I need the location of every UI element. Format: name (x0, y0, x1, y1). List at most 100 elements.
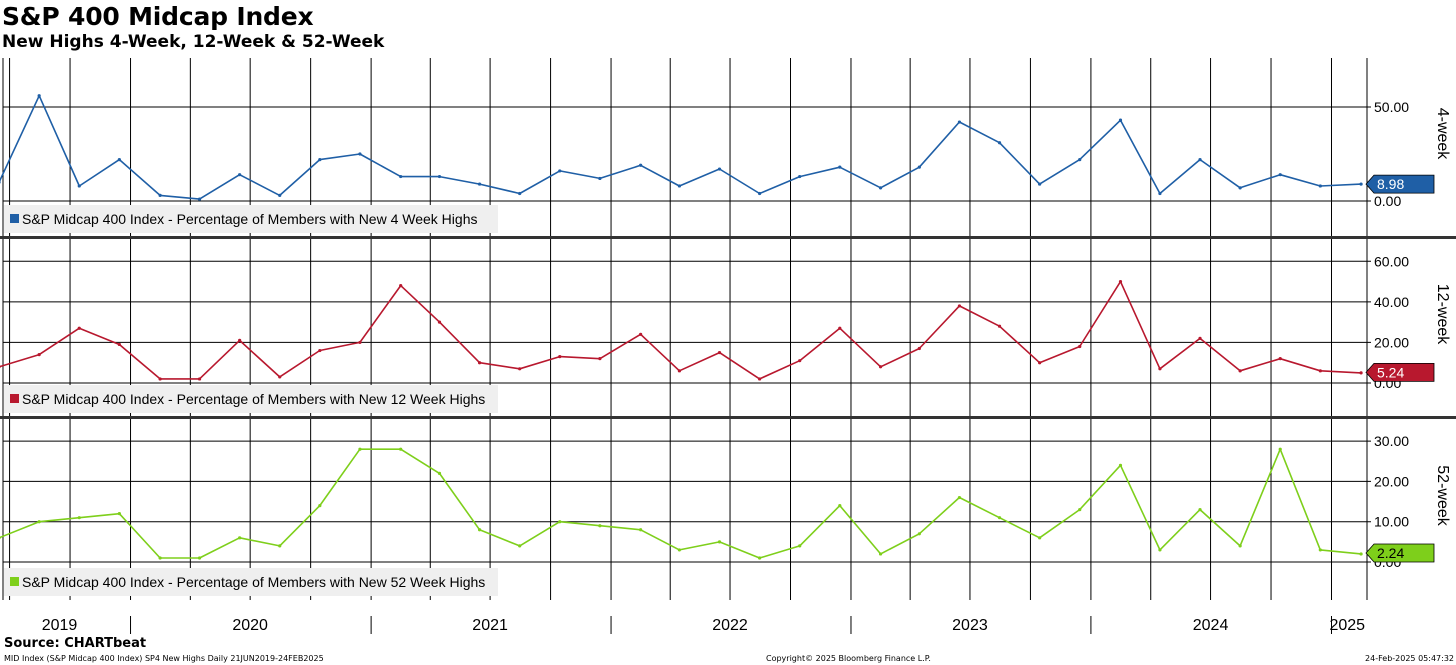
y-tick-label: 10.00 (1374, 514, 1409, 530)
data-point (1198, 336, 1202, 340)
data-point (197, 556, 202, 560)
data-point (838, 165, 842, 169)
panel-divider (0, 416, 1456, 419)
data-point (558, 355, 562, 359)
panel-divider (0, 236, 1456, 239)
data-point (639, 332, 643, 336)
data-point (37, 353, 41, 357)
data-point (758, 191, 762, 196)
data-point (477, 182, 482, 186)
data-point (798, 359, 802, 363)
last-value-label: 5.24 (1377, 364, 1404, 380)
data-point (437, 320, 442, 324)
legend-box (4, 205, 498, 233)
data-point (278, 193, 282, 197)
footer-description: MID Index (S&P Midcap 400 Index) SP4 New… (4, 654, 324, 663)
data-point (77, 326, 81, 330)
data-point (158, 556, 162, 560)
data-point (238, 536, 242, 540)
data-point (1359, 552, 1363, 556)
data-point (1158, 548, 1162, 552)
data-point (37, 94, 41, 98)
data-point (1118, 118, 1123, 122)
data-point (0, 365, 1, 369)
data-point (878, 552, 883, 556)
data-point (318, 158, 322, 162)
data-point (399, 284, 403, 288)
data-point (878, 186, 883, 190)
data-point (1158, 191, 1162, 196)
legend-box (4, 568, 498, 596)
data-point (437, 174, 442, 179)
data-point (278, 375, 282, 379)
data-point (0, 536, 1, 540)
data-point (1118, 279, 1123, 284)
x-year-label: 2019 (42, 617, 78, 634)
data-point (798, 174, 802, 179)
x-year-label: 2020 (232, 617, 268, 634)
data-point (197, 197, 202, 201)
data-point (518, 367, 522, 371)
legend-box (4, 385, 498, 413)
data-point (158, 377, 162, 381)
footer-timestamp: 24-Feb-2025 05:47:32 (1365, 654, 1454, 663)
series-line (0, 448, 1362, 559)
last-value-badge (1365, 174, 1435, 194)
x-year-label: 2022 (712, 617, 748, 634)
data-point (917, 165, 921, 169)
data-point (838, 326, 842, 330)
x-year-label: 2023 (952, 617, 988, 634)
data-point (1238, 544, 1242, 548)
x-year-label: 2021 (472, 617, 508, 634)
data-point (997, 324, 1002, 328)
data-point (798, 544, 802, 548)
data-point (717, 350, 722, 355)
data-point (917, 532, 921, 536)
x-year-label: 2025 (1329, 617, 1365, 634)
data-point (437, 471, 442, 475)
footer-copyright: Copyright© 2025 Bloomberg Finance L.P. (766, 654, 931, 663)
data-point (558, 169, 562, 173)
data-point (558, 520, 562, 524)
last-value-label: 2.24 (1377, 545, 1404, 561)
data-point (1198, 508, 1202, 512)
y-tick-label: 30.00 (1374, 433, 1409, 449)
legend-swatch (10, 214, 19, 223)
data-point (639, 163, 643, 167)
data-point (518, 191, 522, 196)
data-point (37, 520, 41, 524)
data-point (957, 495, 962, 500)
y-tick-label: 60.00 (1374, 253, 1409, 269)
legend-swatch (10, 394, 19, 403)
data-point (1238, 369, 1242, 373)
data-point (1118, 463, 1123, 467)
data-point (318, 504, 322, 508)
data-point (677, 369, 682, 373)
data-point (758, 556, 762, 560)
data-point (238, 173, 242, 177)
data-point (358, 152, 362, 156)
data-point (278, 544, 282, 548)
data-point (598, 176, 602, 181)
last-value-label: 8.98 (1377, 176, 1404, 192)
data-point (477, 528, 482, 532)
data-point (1359, 371, 1363, 375)
data-point (1359, 182, 1363, 186)
data-point (158, 193, 162, 197)
data-point (358, 447, 362, 451)
data-point (838, 504, 842, 508)
data-point (1318, 184, 1322, 188)
data-point (77, 516, 81, 520)
data-point (477, 361, 482, 365)
panel-axis-label: 4-week (1434, 108, 1451, 161)
data-point (238, 338, 242, 342)
data-point (399, 174, 403, 179)
data-point (1318, 369, 1322, 373)
data-point (1078, 158, 1082, 162)
data-point (518, 544, 522, 548)
data-point (997, 141, 1002, 145)
y-tick-label: 0.00 (1374, 193, 1401, 209)
y-tick-label: 20.00 (1374, 473, 1409, 489)
y-tick-label: 20.00 (1374, 334, 1409, 350)
